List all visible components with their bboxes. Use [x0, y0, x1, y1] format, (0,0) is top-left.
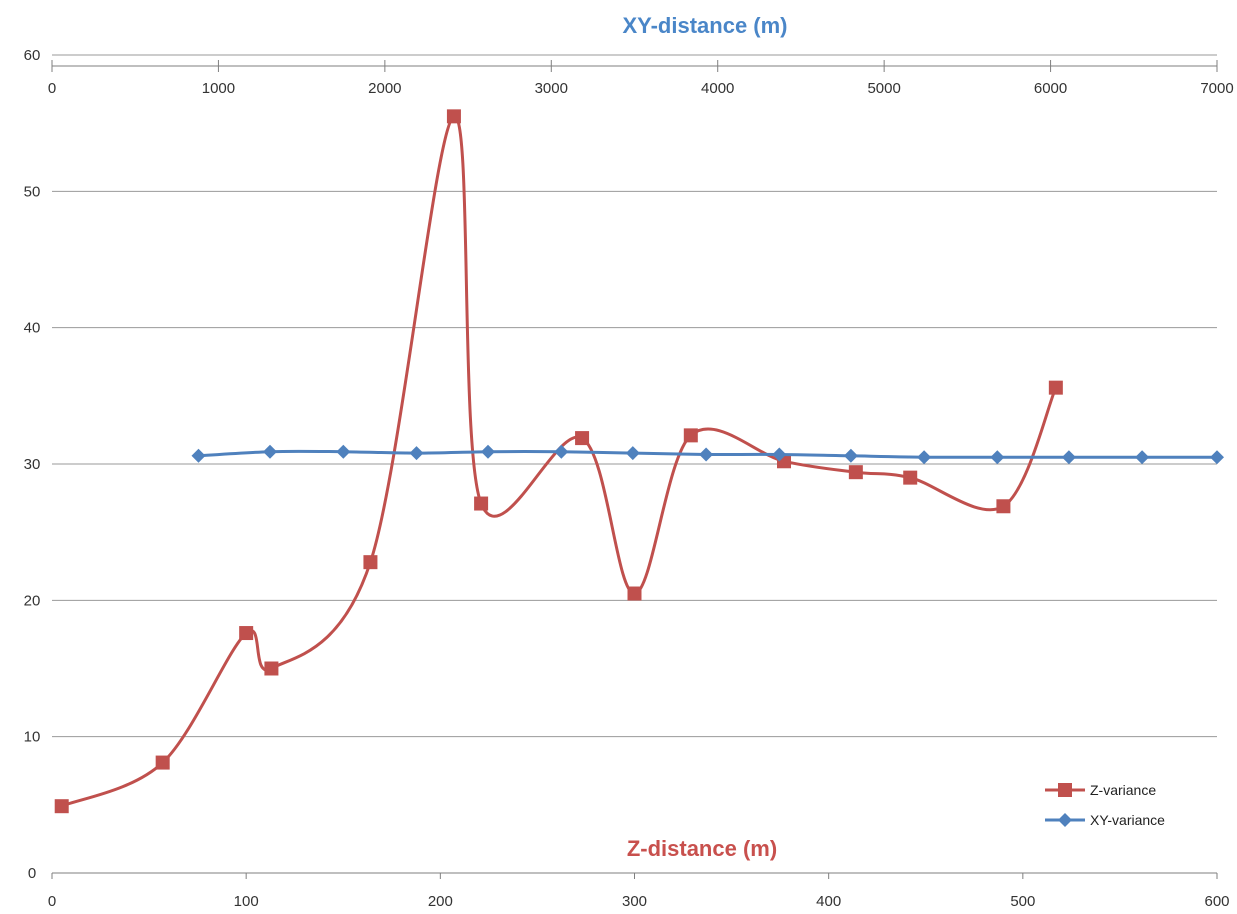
y-tick-label: 60: [24, 47, 41, 64]
legend-marker-xy-variance: [1058, 813, 1072, 827]
data-point-z-variance: [903, 470, 918, 485]
legend-label-z-variance: Z-variance: [1090, 782, 1156, 798]
bottom-x-axis: 0 100 200 300 400 500 600: [48, 873, 1230, 910]
y-tick-label: 40: [24, 320, 41, 337]
y-tick-label: 10: [24, 729, 41, 746]
top-tick-label: 3000: [535, 80, 568, 97]
data-point-xy-variance: [191, 448, 206, 463]
y-tick-label: 30: [24, 456, 41, 473]
data-point-xy-variance: [772, 447, 787, 462]
top-tick-label: 5000: [867, 80, 900, 97]
data-point-xy-variance: [917, 450, 932, 465]
legend-marker-z-variance: [1058, 783, 1072, 797]
data-point-z-variance: [155, 755, 170, 770]
legend-label-xy-variance: XY-variance: [1090, 812, 1165, 828]
series-line-z-variance: [61, 114, 1058, 808]
bottom-tick-label: 500: [1010, 893, 1035, 910]
data-point-xy-variance: [263, 444, 277, 459]
data-point-xy-variance: [409, 446, 424, 461]
data-point-xy-variance: [699, 447, 714, 462]
top-x-axis: 0 1000 2000 3000 4000 5000 6000 7000: [48, 60, 1234, 97]
data-point-xy-variance: [625, 446, 640, 461]
top-tick-label: 1000: [202, 80, 235, 97]
data-point-z-variance: [575, 431, 590, 446]
data-point-xy-variance: [1210, 450, 1224, 465]
top-tick-label: 6000: [1034, 80, 1067, 97]
data-point-z-variance: [996, 499, 1011, 514]
data-point-xy-variance: [843, 448, 858, 463]
bottom-tick-label: 600: [1204, 893, 1229, 910]
y-tick-label: 0: [28, 865, 36, 882]
data-point-xy-variance: [990, 450, 1005, 465]
data-point-z-variance: [264, 661, 279, 676]
bottom-tick-label: 0: [48, 893, 56, 910]
top-tick-label: 4000: [701, 80, 734, 97]
top-tick-label: 7000: [1200, 80, 1233, 97]
data-point-z-variance: [239, 626, 254, 641]
top-tick-label: 0: [48, 80, 56, 97]
top-axis-title: XY-distance (m): [622, 13, 787, 38]
bottom-tick-label: 200: [428, 893, 453, 910]
data-point-z-variance: [54, 799, 69, 814]
series-layer: [54, 109, 1224, 814]
data-point-z-variance: [1048, 380, 1063, 395]
y-axis-ticks: 0 10 20 30 40 50 60: [24, 47, 41, 882]
legend: Z-variance XY-variance: [1045, 782, 1165, 828]
data-point-z-variance: [474, 496, 489, 511]
gridlines: [52, 54, 1217, 874]
bottom-tick-label: 100: [234, 893, 259, 910]
data-point-z-variance: [446, 109, 461, 124]
y-tick-label: 20: [24, 592, 41, 609]
top-tick-label: 2000: [368, 80, 401, 97]
data-point-xy-variance: [481, 444, 495, 459]
data-point-xy-variance: [1135, 450, 1150, 465]
data-point-xy-variance: [336, 444, 351, 459]
data-point-xy-variance: [1061, 450, 1076, 465]
data-point-z-variance: [627, 586, 642, 601]
data-point-z-variance: [683, 428, 698, 443]
data-point-z-variance: [363, 555, 378, 570]
bottom-axis-title: Z-distance (m): [627, 836, 777, 861]
data-point-xy-variance: [554, 444, 569, 459]
bottom-tick-label: 300: [622, 893, 647, 910]
y-tick-label: 50: [24, 183, 41, 200]
bottom-tick-label: 400: [816, 893, 841, 910]
data-point-z-variance: [848, 465, 863, 480]
